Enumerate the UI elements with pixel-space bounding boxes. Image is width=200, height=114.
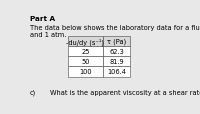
Text: 62.3: 62.3 bbox=[109, 49, 124, 55]
Bar bbox=[102, 57, 130, 67]
Bar bbox=[102, 47, 130, 57]
Text: The data below shows the laboratory data for a fluid obtained using a viscometer: The data below shows the laboratory data… bbox=[30, 24, 200, 31]
Text: 25: 25 bbox=[81, 49, 90, 55]
Bar bbox=[102, 67, 130, 77]
Text: Part A: Part A bbox=[30, 16, 55, 22]
Text: -du/dy (s⁻¹): -du/dy (s⁻¹) bbox=[66, 38, 104, 45]
Text: 50: 50 bbox=[81, 59, 90, 65]
Bar bbox=[68, 67, 102, 77]
Text: and 1 atm.: and 1 atm. bbox=[30, 32, 66, 38]
Text: c): c) bbox=[30, 88, 36, 95]
Bar bbox=[68, 47, 102, 57]
Text: What is the apparent viscosity at a shear rate of 40 s⁻¹?: What is the apparent viscosity at a shea… bbox=[50, 88, 200, 95]
Text: τ (Pa): τ (Pa) bbox=[107, 38, 126, 45]
Text: 106.4: 106.4 bbox=[107, 69, 126, 75]
Bar bbox=[68, 36, 102, 47]
Text: 81.9: 81.9 bbox=[109, 59, 124, 65]
Text: 100: 100 bbox=[79, 69, 92, 75]
Bar bbox=[68, 57, 102, 67]
Bar bbox=[102, 36, 130, 47]
